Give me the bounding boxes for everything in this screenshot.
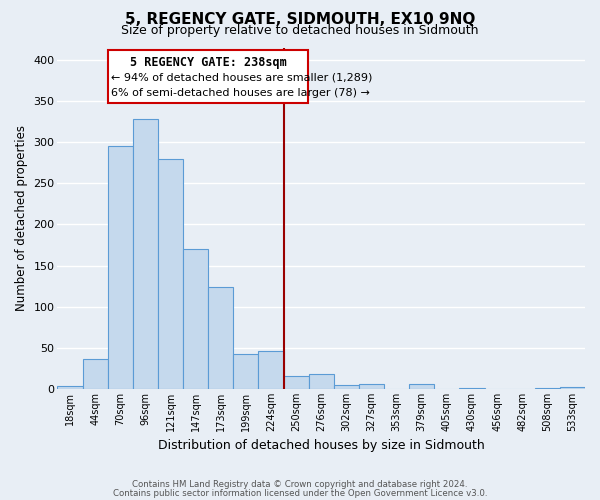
FancyBboxPatch shape bbox=[108, 50, 308, 102]
Bar bbox=[535, 388, 560, 389]
Bar bbox=[259, 351, 284, 389]
Text: Contains HM Land Registry data © Crown copyright and database right 2024.: Contains HM Land Registry data © Crown c… bbox=[132, 480, 468, 489]
Text: Size of property relative to detached houses in Sidmouth: Size of property relative to detached ho… bbox=[121, 24, 479, 37]
Text: 5, REGENCY GATE, SIDMOUTH, EX10 9NQ: 5, REGENCY GATE, SIDMOUTH, EX10 9NQ bbox=[125, 12, 475, 28]
Bar bbox=[83, 358, 108, 389]
Text: Contains public sector information licensed under the Open Government Licence v3: Contains public sector information licen… bbox=[113, 488, 487, 498]
Bar bbox=[560, 388, 585, 389]
Bar bbox=[183, 249, 208, 389]
Bar bbox=[460, 388, 485, 389]
Bar bbox=[409, 384, 434, 389]
Bar bbox=[233, 354, 259, 389]
Text: ← 94% of detached houses are smaller (1,289): ← 94% of detached houses are smaller (1,… bbox=[111, 73, 373, 83]
Bar bbox=[158, 158, 183, 389]
Text: 5 REGENCY GATE: 238sqm: 5 REGENCY GATE: 238sqm bbox=[130, 56, 287, 69]
Text: 6% of semi-detached houses are larger (78) →: 6% of semi-detached houses are larger (7… bbox=[111, 88, 370, 98]
Bar bbox=[58, 386, 83, 389]
Y-axis label: Number of detached properties: Number of detached properties bbox=[15, 126, 28, 312]
Bar bbox=[108, 146, 133, 389]
Bar bbox=[359, 384, 384, 389]
Bar bbox=[208, 287, 233, 389]
Bar bbox=[308, 374, 334, 389]
X-axis label: Distribution of detached houses by size in Sidmouth: Distribution of detached houses by size … bbox=[158, 440, 485, 452]
Bar bbox=[334, 385, 359, 389]
Bar bbox=[284, 376, 308, 389]
Bar bbox=[133, 119, 158, 389]
